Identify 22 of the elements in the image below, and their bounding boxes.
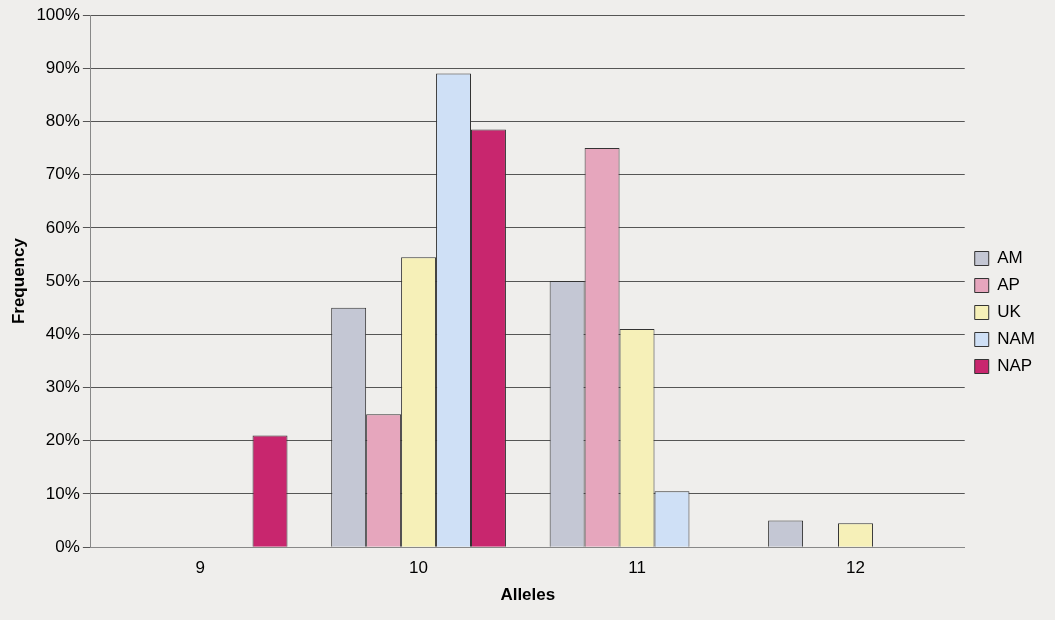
y-tick-label: 0% <box>55 536 80 556</box>
y-tick-label: 50% <box>45 270 80 290</box>
y-tick-label: 20% <box>45 430 80 450</box>
legend-label: NAM <box>997 329 1035 349</box>
y-tick-label: 10% <box>45 483 80 503</box>
x-axis-title: Alleles <box>500 585 556 605</box>
legend-label: NAP <box>997 356 1033 376</box>
x-tick-label: 11 <box>628 558 646 578</box>
x-tick-label: 9 <box>195 558 205 578</box>
y-axis-title: Frequency <box>8 237 28 325</box>
y-tick-label: 40% <box>45 324 80 344</box>
legend-label: UK <box>997 302 1022 322</box>
x-tick-label: 12 <box>846 558 865 578</box>
y-tick-label: 80% <box>45 111 80 131</box>
legend-label: AM <box>997 248 1023 268</box>
legend-label: AP <box>997 275 1020 295</box>
y-tick-label: 30% <box>45 377 80 397</box>
x-tick-label: 10 <box>409 558 429 578</box>
y-tick-label: 60% <box>45 217 80 237</box>
y-tick-label: 100% <box>36 4 80 24</box>
y-tick-label: 90% <box>45 57 80 77</box>
y-tick-label: 70% <box>45 164 80 184</box>
